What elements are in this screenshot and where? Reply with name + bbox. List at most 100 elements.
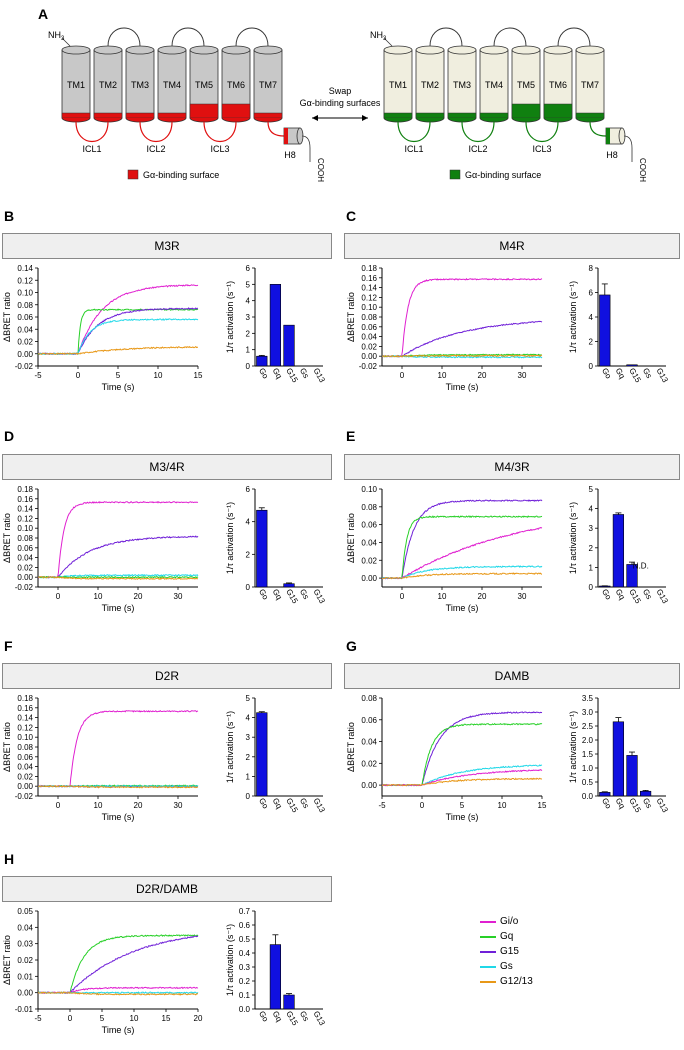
- y-tick-label: 0.06: [361, 323, 377, 332]
- y-tick-label: 0.14: [17, 714, 33, 723]
- tm-helix-left-2: TM2: [93, 45, 123, 123]
- x-tick-label: 20: [478, 371, 487, 380]
- bar-category-label: G15: [284, 367, 300, 385]
- extracellular-loop: [493, 27, 527, 47]
- bar-category-label: G13: [654, 588, 670, 606]
- extracellular-loop: [235, 27, 269, 47]
- bar-category-label: Gq: [614, 588, 627, 602]
- legend-item-g15: G15: [480, 944, 533, 959]
- bar-g15: [626, 755, 638, 797]
- y-tick-label: 0.06: [361, 521, 377, 530]
- c-terminus: [623, 135, 633, 162]
- bar-gs: [639, 790, 652, 797]
- x-axis-label: Time (s): [446, 812, 479, 822]
- tm-helix-right-4: TM4: [479, 45, 509, 123]
- bar-category-label: Go: [257, 797, 270, 811]
- bar-y-tick-label: 0.5: [239, 935, 251, 944]
- y-tick-label: 0.01: [17, 972, 33, 981]
- y-tick-label: 0.02: [17, 563, 33, 572]
- icl-label: ICL1: [404, 144, 423, 154]
- bar-go: [599, 294, 611, 367]
- extracellular-loop: [171, 27, 205, 47]
- x-tick-label: 0: [76, 371, 81, 380]
- bar-annotation: N.D.: [633, 561, 649, 570]
- y-axis-label: ΔBRET ratio: [346, 722, 356, 772]
- icl-label: ICL3: [532, 144, 551, 154]
- cooh-label: COOH: [638, 158, 647, 182]
- series-line-gs: [37, 573, 199, 579]
- bar-y-tick-label: 5: [589, 485, 594, 494]
- bar-category-label: Go: [600, 588, 613, 602]
- y-tick-label: 0.08: [361, 313, 377, 322]
- bar-y-tick-label: 6: [246, 264, 251, 273]
- tm-label: TM4: [163, 80, 181, 90]
- bar-category-label: Gs: [641, 588, 654, 601]
- y-tick-label: 0.04: [361, 538, 377, 547]
- tm-helix-left-6: TM6: [221, 45, 251, 123]
- legend-item-gio: Gi/o: [480, 914, 533, 929]
- panel-title-f: D2R: [2, 663, 332, 689]
- legend-label-g1213: G12/13: [500, 976, 533, 987]
- line-plot-B: -0.02 0.00 0.02 0.04 0.06 0.08 0.10 0.12 0.14 -5 0…: [2, 264, 203, 392]
- legend-swatch-g15: [480, 950, 496, 953]
- bar-category-label: G15: [284, 1010, 300, 1028]
- legend-label-gio: Gi/o: [500, 916, 519, 927]
- bar-y-axis-label: 1/τ activation (s⁻¹): [568, 281, 578, 353]
- y-tick-label: 0.02: [17, 956, 33, 965]
- y-tick-label: 0.00: [17, 350, 33, 359]
- y-tick-label: 0.00: [17, 989, 33, 998]
- y-axis-label: ΔBRET ratio: [2, 513, 12, 563]
- series-line-gq: [381, 515, 543, 579]
- tm-helix-right-7: TM7: [575, 45, 605, 123]
- h8-label: H8: [284, 150, 296, 160]
- y-tick-label: 0.05: [17, 907, 33, 916]
- bar-y-tick-label: 4: [589, 505, 594, 514]
- y-tick-label: 0.02: [17, 338, 33, 347]
- y-tick-label: 0.12: [17, 276, 33, 285]
- tm-helix-right-1: TM1: [383, 45, 413, 123]
- n-terminus: [383, 37, 393, 47]
- panel-title-g: DAMB: [344, 663, 680, 689]
- extracellular-loop: [557, 27, 591, 47]
- bar-category-label: Gs: [298, 367, 311, 380]
- bar-y-tick-label: 0.6: [239, 921, 251, 930]
- swap-label-1: Swap: [329, 86, 352, 96]
- bar-y-tick-label: 3: [246, 733, 251, 742]
- y-tick-label: 0.04: [17, 763, 33, 772]
- bar-y-tick-label: 2: [246, 550, 251, 559]
- series-line-gs: [381, 354, 543, 359]
- panel-letter-a: A: [38, 6, 49, 22]
- chart-F: -0.020.000.020.040.060.080.100.120.140.1…: [2, 694, 327, 822]
- y-tick-label: 0.00: [361, 352, 377, 361]
- extracellular-loop: [429, 27, 463, 47]
- nh3-label: NH3: [48, 30, 65, 42]
- x-tick-label: 0: [400, 371, 405, 380]
- chart-D: -0.020.000.020.040.060.080.100.120.140.1…: [2, 485, 327, 613]
- y-tick-label: 0.10: [17, 289, 33, 298]
- tm-helix-right-5: TM5: [511, 45, 541, 123]
- h8-linker: [589, 121, 607, 137]
- tm-label: TM2: [421, 80, 439, 90]
- y-tick-label: 0.08: [361, 694, 377, 703]
- x-tick-label: 10: [94, 592, 103, 601]
- extracellular-loop: [107, 27, 141, 47]
- series-line-g12-13: [381, 354, 542, 358]
- tm-label: TM3: [453, 80, 471, 90]
- bar-y-tick-label: 2.0: [582, 736, 594, 745]
- bar-category-label: Gs: [298, 797, 311, 810]
- icl-loop-3: [203, 121, 237, 143]
- line-plot-G: 0.00 0.02 0.04 0.06 0.08 -5 0 5 10 15 Time (s) ΔBRE…: [346, 694, 547, 822]
- series-line-g15: [381, 499, 543, 580]
- series-legend: Gi/o Gq G15 Gs G12/13: [480, 914, 533, 989]
- legend-item-g1213: G12/13: [480, 974, 533, 989]
- x-axis-label: Time (s): [102, 812, 135, 822]
- line-plot-E: 0.00 0.02 0.04 0.06 0.08 0.10 0 10 20 30 Time (s) Δ…: [346, 485, 543, 613]
- bar-y-axis-label: 1/τ activation (s⁻¹): [568, 502, 578, 574]
- bar-category-label: Gq: [271, 367, 284, 381]
- bar-go: [599, 792, 611, 797]
- x-tick-label: 10: [154, 371, 163, 380]
- legend-item-gs: Gs: [480, 959, 533, 974]
- x-tick-label: 30: [174, 801, 183, 810]
- bar-category-label: Gs: [641, 797, 654, 810]
